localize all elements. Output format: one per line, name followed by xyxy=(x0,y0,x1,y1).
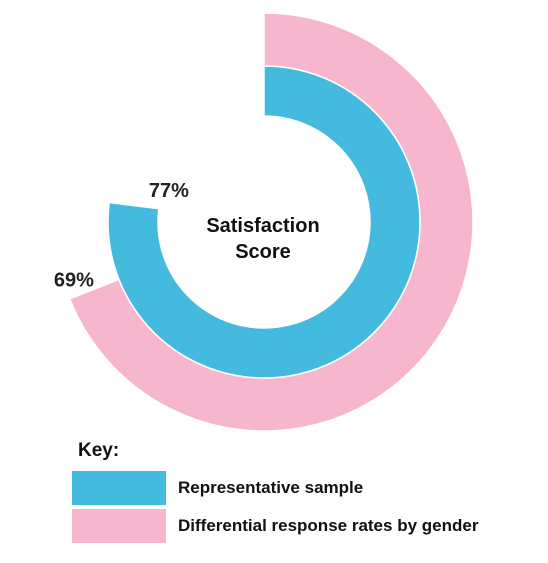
inner-ring-value-label: 77% xyxy=(149,180,189,202)
inner-ring-arc-representative-sample xyxy=(107,65,421,379)
legend-swatch-representative-sample xyxy=(72,471,166,505)
legend-label-representative-sample: Representative sample xyxy=(178,478,364,497)
legend-item-representative-sample: Representative sample xyxy=(72,470,532,506)
legend: Key: Representative sample Differential … xyxy=(72,440,532,546)
outer-ring-value-label: 69% xyxy=(54,270,94,292)
legend-title: Key: xyxy=(78,440,120,461)
center-label-line-2: Score xyxy=(235,241,291,263)
center-label-line-1: Satisfaction xyxy=(206,215,319,237)
legend-item-differential-response: Differential response rates by gender xyxy=(72,508,532,544)
legend-swatch-differential-response xyxy=(72,509,166,543)
legend-label-differential-response: Differential response rates by gender xyxy=(178,516,479,535)
